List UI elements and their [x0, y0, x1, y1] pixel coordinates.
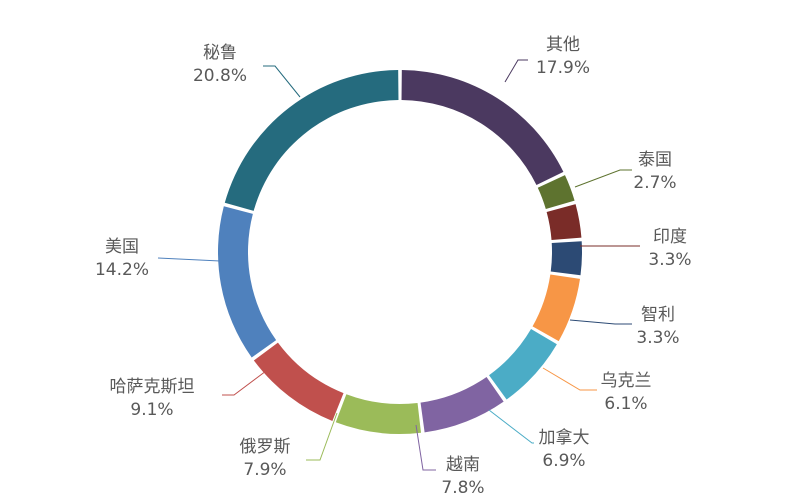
- leader-line-其他: [504, 59, 528, 83]
- slice-value-label: 3.3%: [648, 250, 691, 270]
- leader-line-俄罗斯: [306, 412, 338, 461]
- slice-value-label: 7.8%: [441, 478, 484, 498]
- slice-value-label: 7.9%: [243, 460, 286, 480]
- slice-label: 越南: [446, 455, 480, 475]
- leader-line-秘鲁: [263, 65, 301, 98]
- slice-value-label: 17.9%: [536, 58, 590, 78]
- slice-美国: [218, 206, 277, 358]
- leader-line-哈萨克斯坦: [222, 370, 267, 396]
- slice-泰国: [537, 175, 575, 210]
- slice-label: 加拿大: [539, 427, 590, 448]
- slice-哈萨克斯坦: [253, 342, 344, 421]
- slice-label: 俄罗斯: [240, 437, 291, 457]
- slice-value-label: 3.3%: [636, 328, 679, 348]
- slice-label: 哈萨克斯坦: [110, 377, 195, 397]
- leader-line-美国: [157, 257, 221, 262]
- leader-line-泰国: [574, 169, 632, 188]
- slice-印度: [546, 204, 582, 240]
- slice-value-label: 9.1%: [130, 400, 173, 420]
- slice-智利: [550, 241, 582, 276]
- slice-value-label: 6.1%: [604, 394, 647, 414]
- slice-value-label: 20.8%: [193, 66, 247, 86]
- slice-value-label: 6.9%: [542, 451, 585, 471]
- slice-秘鲁: [224, 70, 399, 211]
- slice-俄罗斯: [335, 394, 422, 434]
- slice-乌克兰: [532, 274, 581, 342]
- slice-label: 智利: [641, 305, 675, 325]
- leader-line-加拿大: [488, 409, 534, 444]
- slice-加拿大: [489, 329, 557, 400]
- slice-label: 美国: [105, 237, 139, 257]
- slice-其他: [401, 70, 564, 186]
- slice-label: 泰国: [638, 150, 672, 170]
- slice-label: 乌克兰: [601, 371, 652, 391]
- slice-value-label: 2.7%: [633, 173, 676, 193]
- slice-label: 其他: [546, 35, 580, 55]
- leader-line-越南: [415, 424, 436, 471]
- leader-line-乌克兰: [542, 367, 597, 391]
- slice-label: 印度: [653, 227, 687, 247]
- leader-line-智利: [569, 319, 632, 325]
- slice-label: 秘鲁: [203, 43, 237, 63]
- slice-越南: [420, 376, 504, 433]
- slice-value-label: 14.2%: [95, 260, 149, 280]
